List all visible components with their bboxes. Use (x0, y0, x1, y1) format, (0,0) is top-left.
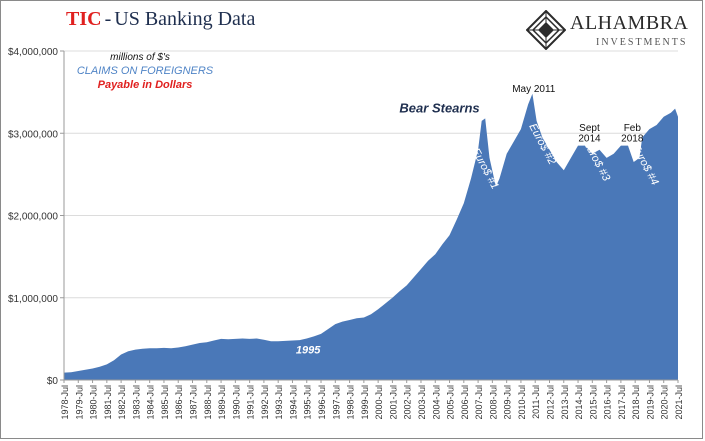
x-tick-label: 1980-Jul (89, 385, 99, 420)
y-tick-label: $1,000,000 (8, 294, 58, 305)
units-note: millions of $'s (110, 52, 170, 63)
x-tick-label: 1991-Jul (246, 385, 256, 420)
y-tick-label: $0 (47, 376, 59, 387)
x-tick-label: 2003-Jul (417, 385, 427, 420)
x-tick-label: 1987-Jul (189, 385, 199, 420)
x-tick-label: 2020-Jul (660, 385, 670, 420)
x-tick-label: 1993-Jul (274, 385, 284, 420)
x-tick-label: 2008-Jul (488, 385, 498, 420)
title-rest: US Banking Data (114, 8, 256, 30)
x-tick-label: 2007-Jul (474, 385, 484, 420)
claims-area-series (64, 93, 678, 381)
x-tick-label: 1984-Jul (146, 385, 156, 420)
y-axis-ticks: $0 $1,000,000 $2,000,000 $3,000,000 $4,000,0… (8, 47, 64, 387)
x-tick-label: 2013-Jul (560, 385, 570, 420)
x-tick-label: 2014-Jul (574, 385, 584, 420)
annotation-label: 1995 (296, 345, 321, 357)
title-tic: TIC (66, 8, 102, 30)
annotation-label: 2018 (621, 133, 644, 144)
alhambra-diamond-icon (526, 10, 566, 50)
annotation-label: Feb (624, 123, 642, 134)
x-tick-label: 2011-Jul (531, 385, 541, 419)
annotation-label: Sept (579, 123, 600, 134)
x-tick-label: 2015-Jul (588, 385, 598, 420)
annotation-label: May 2011 (512, 84, 556, 95)
x-tick-label: 1996-Jul (317, 385, 327, 420)
annotation-label: Bear Stearns (399, 101, 479, 116)
logo-subtitle: INVESTMENTS (596, 37, 688, 48)
x-tick-label: 2018-Jul (631, 385, 641, 420)
series-label: CLAIMS ON FOREIGNERS (77, 65, 214, 77)
x-tick-label: 2012-Jul (545, 385, 555, 420)
x-tick-label: 2009-Jul (503, 385, 513, 420)
x-tick-label: 2021-Jul (674, 385, 684, 420)
x-tick-label: 1989-Jul (217, 385, 227, 420)
chart-title: TIC - US Banking Data (66, 8, 255, 31)
x-tick-label: 2010-Jul (517, 385, 527, 420)
x-tick-label: 1990-Jul (231, 385, 241, 420)
chart-notes: millions of $'s CLAIMS ON FOREIGNERS Pay… (77, 52, 214, 91)
x-tick-label: 1997-Jul (331, 385, 341, 420)
x-tick-label: 1978-Jul (60, 385, 70, 420)
x-tick-label: 2019-Jul (645, 385, 655, 420)
x-tick-label: 2016-Jul (603, 385, 613, 420)
x-tick-label: 1981-Jul (103, 385, 113, 420)
x-tick-label: 2002-Jul (403, 385, 413, 420)
x-tick-label: 2001-Jul (388, 385, 398, 420)
series-sublabel: Payable in Dollars (98, 79, 193, 91)
x-tick-label: 2017-Jul (617, 385, 627, 420)
x-tick-label: 2000-Jul (374, 385, 384, 420)
x-tick-label: 1986-Jul (174, 385, 184, 420)
x-tick-label: 1995-Jul (303, 385, 313, 420)
title-separator: - (104, 8, 112, 30)
x-tick-label: 1982-Jul (117, 385, 127, 420)
alhambra-logo: ALHAMBRA INVESTMENTS (526, 10, 696, 50)
x-axis-ticks: 1978-Jul 1979-Jul 1980-Jul 1981-Jul 1982-Jul… (60, 380, 684, 420)
annotation-label: 2014 (578, 133, 601, 144)
x-tick-label: 1979-Jul (74, 385, 84, 420)
x-tick-label: 1983-Jul (131, 385, 141, 420)
y-tick-label: $4,000,000 (8, 47, 58, 58)
x-tick-label: 2005-Jul (446, 385, 456, 420)
y-tick-label: $3,000,000 (8, 129, 58, 140)
y-tick-label: $2,000,000 (8, 212, 58, 223)
x-tick-label: 1999-Jul (360, 385, 370, 420)
x-tick-label: 2004-Jul (431, 385, 441, 420)
x-tick-label: 2006-Jul (460, 385, 470, 420)
x-tick-label: 1988-Jul (203, 385, 213, 420)
x-tick-label: 1985-Jul (160, 385, 170, 420)
x-tick-label: 1992-Jul (260, 385, 270, 420)
x-tick-label: 1994-Jul (288, 385, 298, 420)
x-tick-label: 1998-Jul (346, 385, 356, 420)
logo-name: ALHAMBRA (570, 12, 689, 34)
